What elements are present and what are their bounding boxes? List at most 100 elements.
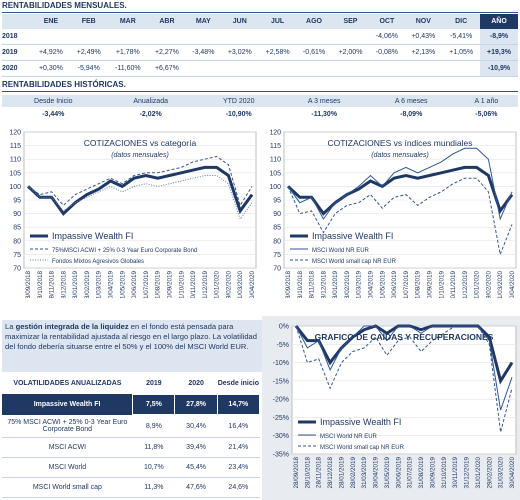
x-tick-label: 31/08/2019 xyxy=(155,271,162,298)
x-tick-label: 30/04/2019 xyxy=(373,457,380,489)
row: MSCI World small cap 11,3% 47,6% 24,6% xyxy=(2,478,260,498)
cell xyxy=(259,29,297,45)
y-tick-label: 115 xyxy=(10,143,21,150)
header-cell: Desde inicio xyxy=(217,379,259,387)
chart-title: GRAFICO DE CAÍDAS Y RECUPERACIONES xyxy=(315,332,494,342)
legend-label: Impassive Wealth FI xyxy=(52,231,133,241)
legend-label: Impassive Wealth FI xyxy=(320,417,401,427)
cell: 14,7% xyxy=(216,394,261,415)
x-tick-label: 31/12/2019 xyxy=(462,271,469,298)
x-tick-label: 30/04/2019 xyxy=(368,271,375,298)
x-tick-label: 28/09/2018 xyxy=(285,271,292,298)
cell: -8,9% xyxy=(480,29,518,45)
cell: 39,4% xyxy=(186,444,207,451)
chart-subtitle: (datos mensuales) xyxy=(371,152,429,159)
x-tick-label: 28/10/2018 xyxy=(304,457,311,489)
header-cell: NOV xyxy=(415,18,431,25)
header-cell: YTD 2020 xyxy=(222,97,255,105)
x-tick-label: 28/01/2019 xyxy=(72,271,79,298)
x-tick-label: 30/11/2019 xyxy=(190,271,197,298)
header-cell: A 6 meses xyxy=(394,97,428,105)
legend-label: MSCI World NR EUR xyxy=(312,248,370,254)
cell: +1,78% xyxy=(115,49,140,56)
legend-label: MSCI World NR EUR xyxy=(320,434,378,440)
cell: 45,4% xyxy=(186,464,207,471)
cell: 11,3% xyxy=(144,484,164,491)
cell xyxy=(332,61,370,77)
y-tick-label: 110 xyxy=(270,157,281,164)
x-tick-label: 30/09/2019 xyxy=(166,271,173,298)
cell: -3,44% xyxy=(42,111,65,118)
plot-area xyxy=(291,325,517,455)
x-tick-label: 31/10/2019 xyxy=(438,271,445,298)
cell: 47,6% xyxy=(186,484,207,491)
cell: 30,4% xyxy=(186,422,207,430)
header-cell: A 1 año xyxy=(474,97,499,105)
x-tick-label: 29/02/2020 xyxy=(485,271,492,298)
row-label: 2020 xyxy=(2,65,18,72)
x-tick-label: 31/12/2019 xyxy=(202,271,209,298)
chart-title: COTIZACIONES vs categoría xyxy=(84,138,197,148)
header-cell: 2019 xyxy=(146,379,162,387)
x-tick-label: 28/02/2019 xyxy=(344,271,351,298)
x-tick-label: 28/11/2018 xyxy=(49,271,56,298)
chart: 70 75 80 85 90 95 100 105 110 115 120 28/09/2018 28/… xyxy=(9,130,257,298)
cell: +19,3% xyxy=(480,44,518,61)
x-tick-label: 28/12/2018 xyxy=(320,271,327,298)
line xyxy=(27,155,253,207)
text: La xyxy=(5,322,16,331)
x-tick-label: 28/11/2018 xyxy=(316,457,323,489)
y-tick-label: -30% xyxy=(273,433,289,440)
x-tick-label: 31/03/2019 xyxy=(356,271,363,298)
cell: MSCI World xyxy=(48,464,87,471)
cell xyxy=(442,61,480,77)
cell: -2,02% xyxy=(139,111,162,118)
x-tick-label: 31/03/2019 xyxy=(96,271,103,298)
x-tick-label: 29/02/2020 xyxy=(486,457,493,489)
y-tick-label: -20% xyxy=(273,397,289,404)
cell: 27,8% xyxy=(174,394,218,415)
x-tick-label: 28/12/2018 xyxy=(60,271,67,298)
cell: 8,9% xyxy=(145,422,162,430)
cell xyxy=(221,29,259,45)
y-tick-label: 75 xyxy=(273,252,281,259)
row-label: 2019 xyxy=(2,49,18,56)
row: 2019 +4,92% +2,49% +1,78% +2,27% -3,48% +3,02%… xyxy=(2,44,518,61)
x-tick-label: 28/09/2018 xyxy=(293,457,300,489)
header-cell: VOLATILIDADES ANUALIZADAS xyxy=(13,379,122,387)
row: -3,44% -2,02% -10,90% -11,30% -8,09% -5,06% xyxy=(2,107,518,122)
cell: -5,94% xyxy=(77,65,100,72)
cell: 75% MSCI ACWI + 25% 0-3 Year Euro Corpor… xyxy=(7,418,128,433)
cell xyxy=(404,61,442,77)
x-tick-label: 30/04/2020 xyxy=(249,271,256,298)
note: La gestión integrada de la liquidez en e… xyxy=(2,320,262,372)
x-tick-label: 30/11/2019 xyxy=(452,457,459,489)
header-cell: AGO xyxy=(306,18,322,25)
x-tick-label: 31/03/2020 xyxy=(237,271,244,298)
y-tick-label: 120 xyxy=(9,130,21,137)
cell: +3,02% xyxy=(227,49,252,56)
y-tick-label: -15% xyxy=(273,378,289,385)
x-tick-label: 31/12/2019 xyxy=(464,457,471,489)
y-tick-label: -10% xyxy=(273,360,289,367)
cell: +2,49% xyxy=(76,49,101,56)
x-tick-label: 28/10/2018 xyxy=(37,271,44,298)
section-title: RENTABILIDADES MENSUALES. xyxy=(2,1,518,13)
y-tick-label: -5% xyxy=(277,342,289,349)
y-tick-label: 115 xyxy=(270,143,281,150)
x-tick-label: 31/05/2019 xyxy=(384,457,391,489)
row-label: 2018 xyxy=(2,33,18,40)
x-tick-label: 28/12/2018 xyxy=(327,457,334,489)
y-tick-label: 110 xyxy=(10,157,21,164)
cell xyxy=(186,29,221,45)
cell: -10,90% xyxy=(225,111,252,118)
cell: -8,09% xyxy=(400,111,423,118)
x-tick-label: 28/10/2018 xyxy=(297,271,304,298)
line xyxy=(26,165,254,216)
header-row: ENE FEB MAR ABR MAY JUN JUL AGO SEP OCT NOV DIC AÑO xyxy=(2,14,518,29)
x-tick-label: 31/01/2020 xyxy=(214,271,221,298)
cell xyxy=(32,29,70,45)
y-tick-label: 90 xyxy=(273,211,281,218)
cell: MSCI ACWI xyxy=(48,444,87,451)
header-row: Desde Inicio Anualizada YTD 2020 A 3 meses A… xyxy=(2,95,518,107)
